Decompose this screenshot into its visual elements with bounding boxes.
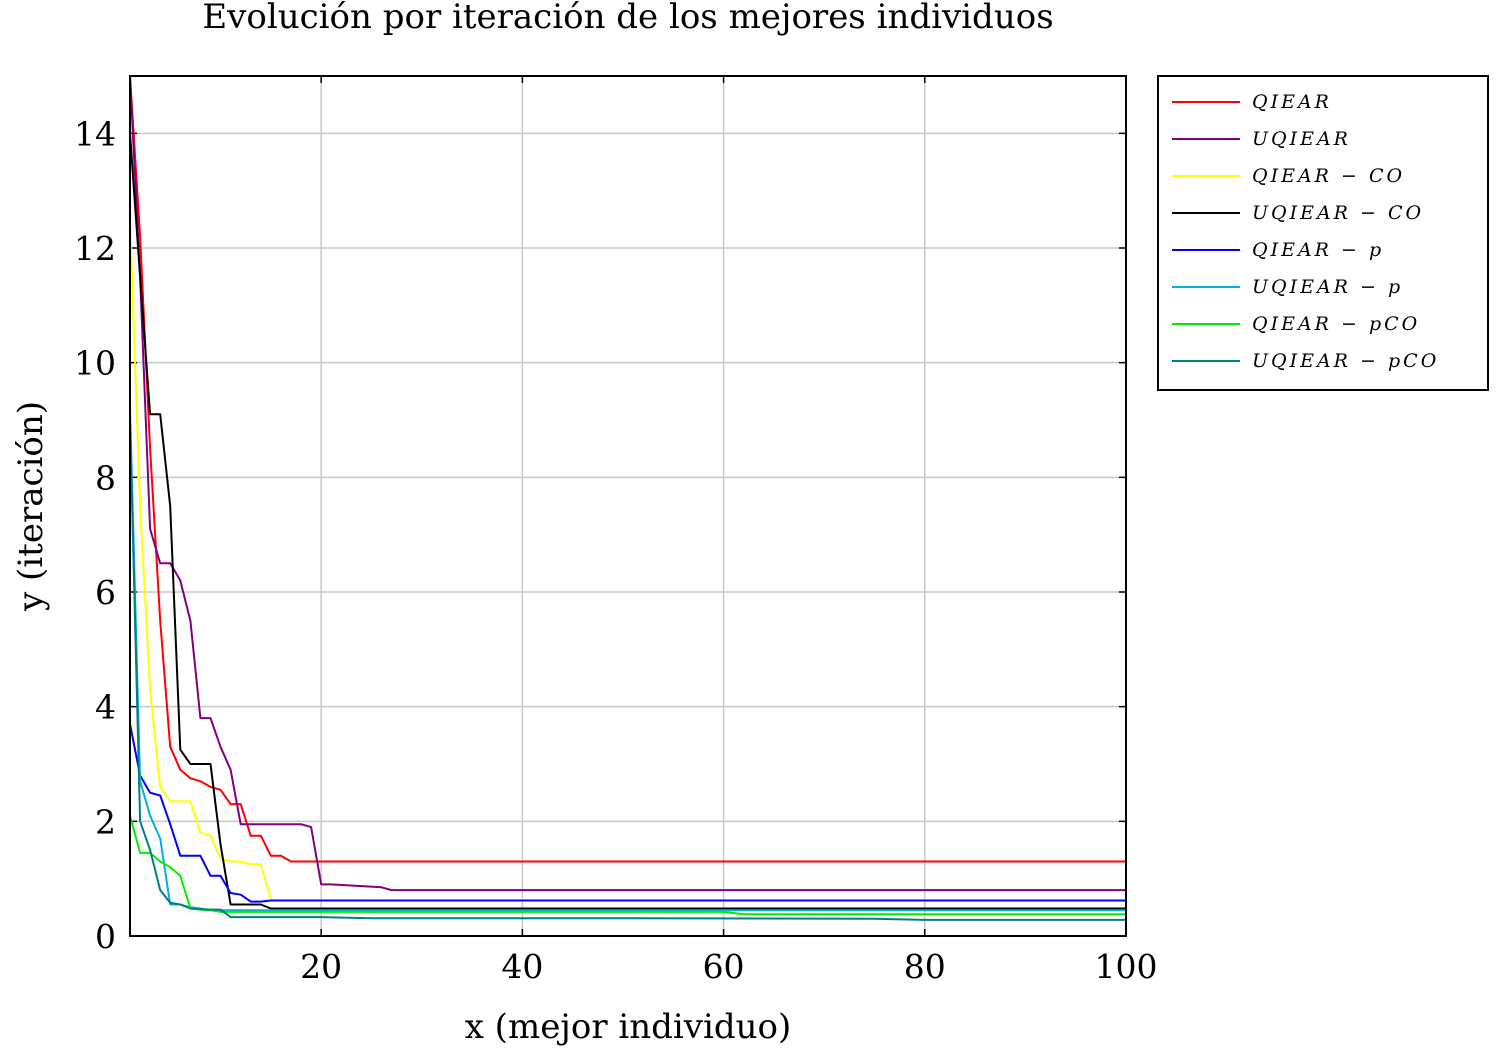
x-tick-label: 60 <box>703 947 745 986</box>
y-tick-label: 10 <box>74 344 116 383</box>
y-axis-label: y (iteración) <box>11 401 51 612</box>
x-tick-label: 80 <box>904 947 946 986</box>
x-tick-label: 40 <box>501 947 543 986</box>
series-lines <box>129 75 1126 921</box>
legend: QIEAR UQIEAR QIEAR − CO UQIEAR − CO QIEAR − … <box>1157 75 1489 391</box>
chart-title: Evolución por iteración de los mejores i… <box>202 0 1053 37</box>
series-line <box>129 219 272 899</box>
series-line <box>129 75 1126 892</box>
legend-label: UQIEAR − p <box>1252 276 1403 298</box>
legend-label: QIEAR − CO <box>1252 165 1405 187</box>
axis-ticks: 20 40 60 80 100 0 2 4 6 8 10 12 14 <box>74 76 1158 986</box>
x-axis-label: x (mejor individuo) <box>465 1007 792 1047</box>
plot-frame <box>129 75 1127 937</box>
y-tick-label: 4 <box>95 688 116 727</box>
series-line <box>129 408 1126 912</box>
legend-label: QIEAR − pCO <box>1252 313 1420 335</box>
legend-label: QIEAR <box>1252 91 1332 113</box>
series-line <box>129 815 1126 916</box>
y-tick-label: 0 <box>95 917 116 956</box>
y-tick-label: 2 <box>95 802 116 841</box>
x-tick-label: 20 <box>300 947 342 986</box>
legend-entries: QIEAR UQIEAR QIEAR − CO UQIEAR − CO QIEAR − … <box>1172 91 1439 372</box>
legend-label: UQIEAR − pCO <box>1252 350 1439 372</box>
legend-label: UQIEAR <box>1252 128 1351 150</box>
grid-lines <box>130 76 1127 936</box>
y-tick-label: 6 <box>95 573 116 612</box>
series-line <box>129 723 1126 903</box>
y-tick-label: 12 <box>74 229 116 268</box>
legend-box <box>1157 75 1489 391</box>
legend-label: UQIEAR − CO <box>1252 202 1424 224</box>
y-tick-label: 14 <box>74 114 116 153</box>
series-line <box>129 419 1126 921</box>
y-tick-label: 8 <box>95 458 116 497</box>
legend-label: QIEAR − p <box>1252 239 1384 261</box>
series-line <box>129 133 1126 910</box>
x-tick-label: 100 <box>1095 947 1158 986</box>
series-line <box>129 75 1126 863</box>
